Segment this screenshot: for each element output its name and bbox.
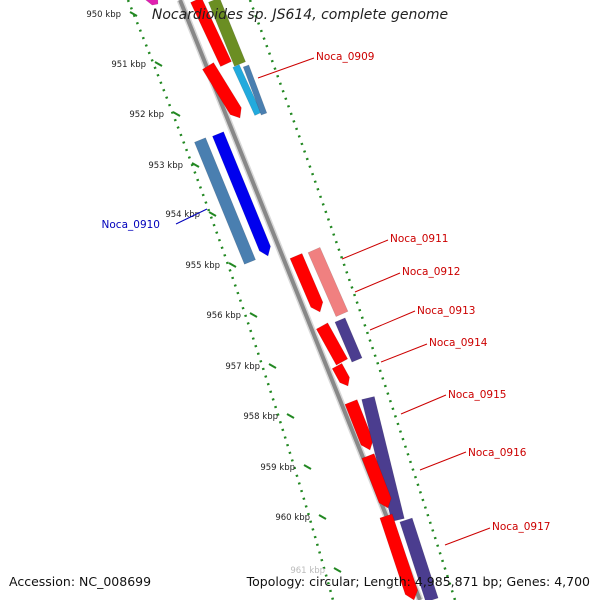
gene-feature <box>361 453 392 509</box>
accession-text: Accession: NC_008699 <box>9 574 152 589</box>
tick-mark <box>286 413 295 419</box>
tick-label: 954 kbp <box>165 210 200 220</box>
tick-mark <box>318 514 327 520</box>
tick-label: 958 kbp <box>243 412 278 422</box>
gene-label: Noca_0914 <box>429 337 488 349</box>
tick-mark <box>268 363 277 369</box>
gene-label: Noca_0917 <box>492 521 550 533</box>
map-title: Nocardioides sp. JS614, complete genome <box>151 7 449 23</box>
gene-feature <box>315 322 349 366</box>
gene-feature <box>212 131 271 257</box>
gene-feature <box>202 62 242 119</box>
gc-dotted-lines <box>126 0 457 601</box>
gene-label: Noca_0909 <box>316 51 374 63</box>
tick-label: 957 kbp <box>225 362 260 372</box>
gene-feature <box>379 513 418 601</box>
tick-label: 956 kbp <box>206 311 241 321</box>
gene-label: Noca_0911 <box>390 233 448 245</box>
tick-mark <box>228 262 237 268</box>
tick-label: 955 kbp <box>185 261 220 271</box>
kbp-ticks: 950 kbp 951 kbp 952 kbp 953 kbp 954 kbp 955 k… <box>86 10 342 576</box>
callout-line <box>380 343 428 363</box>
tick-label: 959 kbp <box>260 463 295 473</box>
gene-feature <box>334 317 363 363</box>
feature-track <box>145 0 439 603</box>
gene-feature <box>145 0 159 6</box>
tick-mark <box>191 162 200 168</box>
tick-mark <box>154 61 163 67</box>
gc-dotted-line-outer <box>248 0 457 601</box>
tick-label: 950 kbp <box>86 10 121 20</box>
tick-mark <box>249 312 258 318</box>
gene-label: Noca_0912 <box>402 266 460 278</box>
tick-label: 951 kbp <box>111 60 146 70</box>
tick-label: 961 kbp <box>290 566 325 576</box>
tick-mark <box>129 11 138 17</box>
gene-callouts: Noca_0909 Noca_0910 Noca_0911 Noca_0912 Noca… <box>102 51 550 546</box>
topology-text: Topology: circular; Length: 4,985,871 bp… <box>246 574 590 589</box>
tick-label: 952 kbp <box>129 110 164 120</box>
gene-label: Noca_0916 <box>468 447 527 459</box>
callout-line <box>444 527 491 546</box>
tick-mark <box>208 211 217 217</box>
callout-line <box>257 57 315 79</box>
gene-feature <box>344 399 374 451</box>
tick-label: 960 kbp <box>275 513 310 523</box>
tick-mark <box>172 111 181 117</box>
gene-label: Noca_0915 <box>448 389 506 401</box>
gene-feature <box>242 64 268 116</box>
callout-line <box>400 394 447 415</box>
callout-line <box>369 310 416 331</box>
gene-feature <box>307 246 349 318</box>
callout-line <box>419 451 467 471</box>
gene-feature <box>289 253 324 313</box>
tick-mark <box>303 464 312 470</box>
gene-label: Noca_0910 <box>102 219 160 231</box>
gene-feature <box>331 362 350 387</box>
gene-feature <box>190 0 232 67</box>
tick-label: 953 kbp <box>148 161 183 171</box>
gene-feature <box>399 517 439 603</box>
gene-feature <box>194 137 256 265</box>
callout-line <box>354 272 401 293</box>
gene-feature <box>208 0 246 67</box>
callout-line <box>341 239 389 260</box>
gc-dotted-line-inner <box>126 0 335 601</box>
tick-mark <box>333 567 342 573</box>
callout-line <box>175 208 208 225</box>
gene-label: Noca_0913 <box>417 305 475 317</box>
